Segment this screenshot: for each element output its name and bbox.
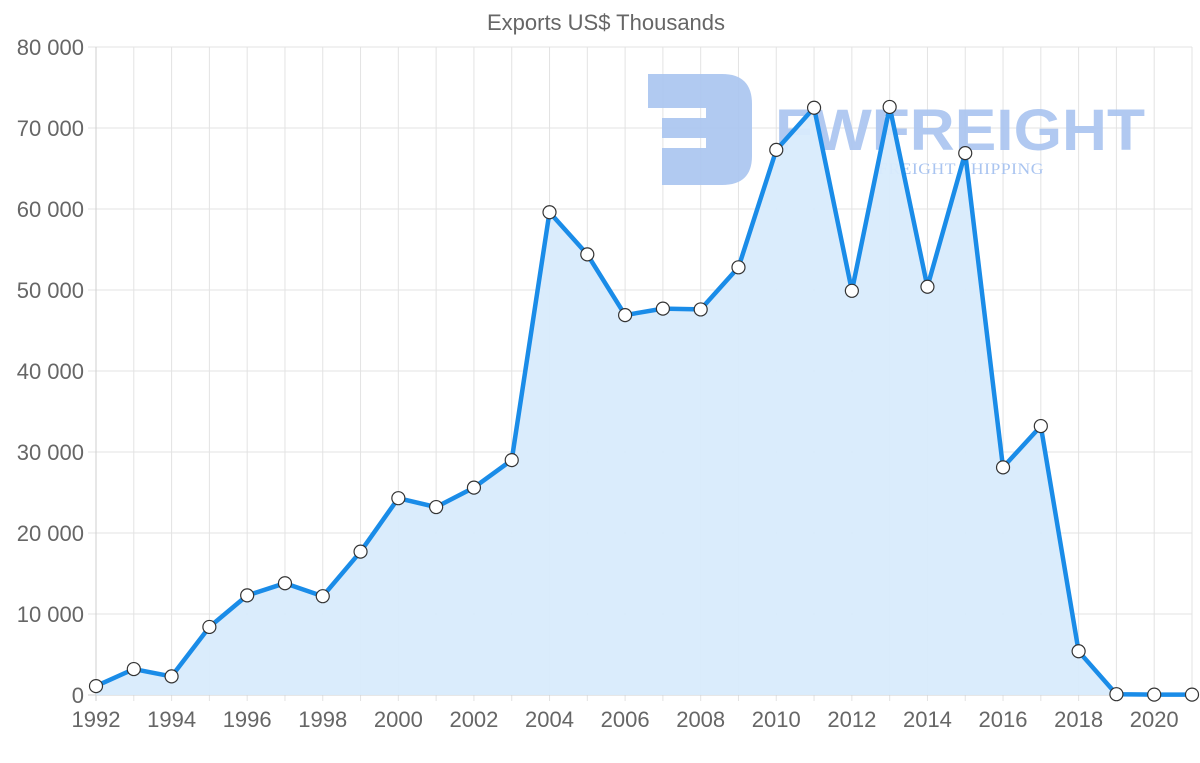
data-point[interactable] xyxy=(542,205,557,220)
data-point[interactable] xyxy=(1147,687,1162,702)
x-tick-label: 2010 xyxy=(752,707,801,732)
x-tick-label: 1994 xyxy=(147,707,196,732)
data-point[interactable] xyxy=(731,260,746,275)
data-point[interactable] xyxy=(1071,644,1086,659)
data-point[interactable] xyxy=(429,499,444,515)
x-tick-label: 2002 xyxy=(449,707,498,732)
x-tick-label: 1996 xyxy=(223,707,272,732)
x-tick-label: 2020 xyxy=(1130,707,1179,732)
x-tick-label: 2000 xyxy=(374,707,423,732)
data-point[interactable] xyxy=(466,480,482,495)
y-tick-label: 30 000 xyxy=(17,440,84,465)
data-point[interactable] xyxy=(1184,687,1200,702)
watermark-logo-icon xyxy=(648,74,752,185)
data-point[interactable] xyxy=(958,146,973,161)
data-point[interactable] xyxy=(693,302,708,317)
x-tick-label: 1998 xyxy=(298,707,347,732)
data-point[interactable] xyxy=(164,669,179,684)
data-point[interactable] xyxy=(240,588,255,603)
data-point[interactable] xyxy=(202,619,217,635)
series-area-fill xyxy=(96,106,1192,695)
data-point[interactable] xyxy=(504,453,519,468)
x-tick-label: 2016 xyxy=(979,707,1028,732)
data-point[interactable] xyxy=(655,301,670,316)
y-tick-label: 40 000 xyxy=(17,359,84,384)
data-point[interactable] xyxy=(315,589,330,604)
x-tick-label: 2014 xyxy=(903,707,952,732)
data-point[interactable] xyxy=(277,576,293,591)
data-point[interactable] xyxy=(580,247,595,262)
x-axis-ticks: 1992 1994 1996 1998 2000 2002 2004 2006 2008 2010… xyxy=(72,707,1179,732)
data-point[interactable] xyxy=(88,678,104,694)
y-tick-label: 60 000 xyxy=(17,197,84,222)
data-point[interactable] xyxy=(806,100,822,115)
data-point[interactable] xyxy=(1109,687,1124,702)
y-tick-label: 80 000 xyxy=(17,35,84,60)
data-point[interactable] xyxy=(995,460,1011,475)
data-point[interactable] xyxy=(618,308,633,323)
data-point[interactable] xyxy=(353,544,368,559)
y-tick-label: 70 000 xyxy=(17,116,84,141)
y-tick-label: 0 xyxy=(72,683,84,708)
x-tick-label: 1992 xyxy=(72,707,121,732)
y-tick-label: 20 000 xyxy=(17,521,84,546)
data-point[interactable] xyxy=(920,279,935,294)
series-points xyxy=(88,99,1200,702)
data-point[interactable] xyxy=(126,661,141,677)
data-point[interactable] xyxy=(769,142,784,157)
x-tick-label: 2004 xyxy=(525,707,574,732)
x-tick-label: 2018 xyxy=(1054,707,1103,732)
data-point[interactable] xyxy=(882,99,897,115)
x-tick-label: 2008 xyxy=(676,707,725,732)
data-point[interactable] xyxy=(844,283,859,298)
data-point[interactable] xyxy=(1033,418,1048,434)
y-tick-label: 10 000 xyxy=(17,602,84,627)
data-point[interactable] xyxy=(391,491,406,506)
x-tick-label: 2012 xyxy=(827,707,876,732)
x-tick-label: 2006 xyxy=(601,707,650,732)
y-axis-ticks: 0 10 000 20 000 30 000 40 000 50 000 60 000 70 … xyxy=(17,35,84,708)
chart-title: Exports US$ Thousands xyxy=(487,10,725,35)
y-tick-label: 50 000 xyxy=(17,278,84,303)
